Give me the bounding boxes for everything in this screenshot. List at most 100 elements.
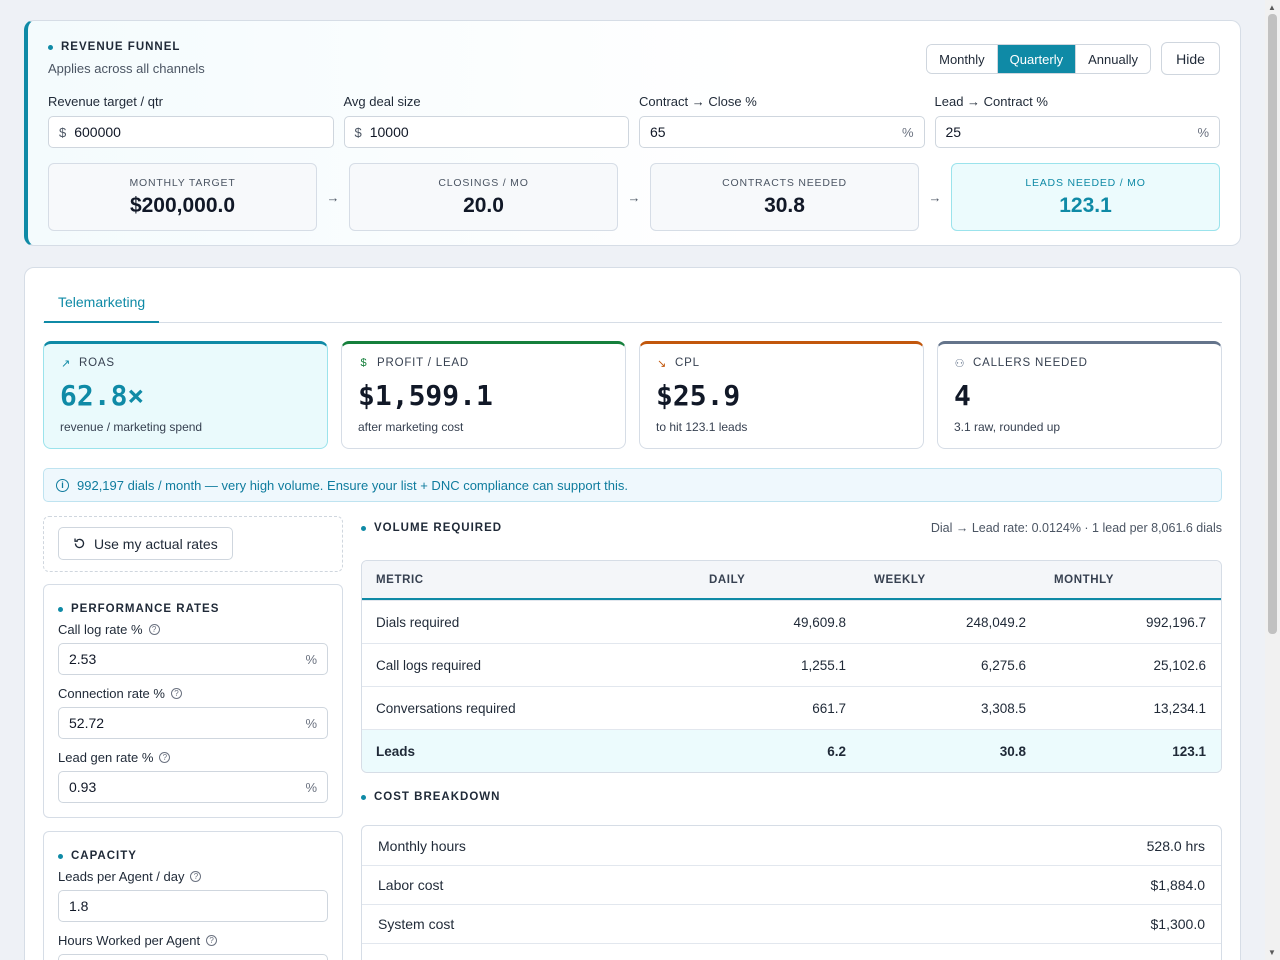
- lead-contract-group: Lead → Contract % 25 %: [934, 94, 1220, 148]
- volume-title: VOLUME REQUIRED: [361, 522, 502, 534]
- kpi-callers-value: 4: [954, 379, 971, 412]
- monthly-target-value: $200,000.0: [129, 193, 236, 217]
- scroll-down-arrow-icon[interactable]: ▼: [1268, 948, 1276, 957]
- connection-rate-input[interactable]: 52.72%: [58, 707, 328, 739]
- users-icon: ⚇: [954, 357, 966, 370]
- table-row: Call logs required 1,255.1 6,275.6 25,10…: [362, 643, 1221, 686]
- lead-contract-value: 25: [945, 124, 962, 140]
- volume-alert: i 992,197 dials / month — very high volu…: [43, 468, 1222, 502]
- tab-telemarketing[interactable]: Telemarketing: [44, 294, 160, 323]
- bullet-dot: [58, 853, 63, 859]
- kpi-row: ↗ ROAS 62.8× revenue / marketing spend $ P…: [43, 341, 1222, 449]
- lead-gen-rate-input[interactable]: 0.93%: [58, 771, 328, 803]
- help-icon[interactable]: ?: [170, 688, 182, 699]
- bullet-dot: [361, 525, 366, 531]
- avg-deal-size-value: 10000: [369, 124, 409, 140]
- page: REVENUE FUNNEL Applies across all channe…: [24, 20, 1241, 960]
- call-log-rate-input[interactable]: 2.53%: [58, 643, 328, 675]
- period-annually-button[interactable]: Annually: [1075, 45, 1150, 73]
- leads-needed-value: 123.1: [1059, 193, 1112, 217]
- revenue-target-value: 600000: [74, 124, 121, 140]
- cost-row: Monthly hours 528.0 hrs: [378, 837, 1205, 854]
- volume-header: VOLUME REQUIRED Dial → Lead rate: 0.0124…: [361, 516, 1222, 540]
- volume-table: METRIC DAILY WEEKLY MONTHLY Dials requir…: [361, 560, 1222, 773]
- lead-gen-rate-field: Lead gen rate %? 0.93%: [58, 750, 328, 803]
- lower-section: Use my actual rates PERFORMANCE RATES Ca…: [43, 516, 1222, 960]
- scrollbar-thumb[interactable]: [1268, 14, 1277, 634]
- help-icon[interactable]: ?: [206, 935, 218, 946]
- contracts-needed-box: CONTRACTS NEEDED 30.8: [650, 163, 919, 231]
- arrow-right-icon: →: [928, 189, 942, 205]
- revenue-target-label: Revenue target / qtr: [48, 94, 163, 109]
- kpi-cpl-card: ↘ CPL $25.9 to hit 123.1 leads: [639, 341, 924, 449]
- funnel-inputs: Revenue target / qtr $ 600000 Avg deal s…: [48, 94, 1220, 148]
- kpi-roas-value: 62.8×: [60, 379, 145, 412]
- channel-card: Telemarketing ↗ ROAS 62.8× revenue / mark…: [24, 267, 1241, 960]
- connection-rate-field: Connection rate %? 52.72%: [58, 686, 328, 739]
- revenue-target-group: Revenue target / qtr $ 600000: [48, 94, 334, 148]
- hours-per-agent-input[interactable]: [58, 954, 328, 960]
- avg-deal-size-label: Avg deal size: [343, 94, 421, 109]
- performance-rates-title: PERFORMANCE RATES: [58, 603, 328, 615]
- cost-table: Monthly hours 528.0 hrs Labor cost $1,88…: [361, 825, 1222, 960]
- currency-prefix: $: [354, 124, 362, 140]
- vertical-scrollbar[interactable]: ▲ ▼: [1265, 0, 1280, 960]
- help-icon[interactable]: ?: [159, 752, 171, 763]
- kpi-roas-sub: revenue / marketing spend: [60, 420, 203, 434]
- lead-contract-input[interactable]: 25 %: [934, 116, 1220, 148]
- arrow-right-icon: →: [627, 189, 641, 205]
- funnel-title: REVENUE FUNNEL: [48, 41, 1220, 53]
- contract-close-input[interactable]: 65 %: [639, 116, 925, 148]
- cost-row: System cost $1,300.0: [362, 904, 1221, 943]
- bullet-dot: [58, 606, 63, 612]
- trend-up-icon: ↗: [60, 357, 72, 370]
- settings-column: Use my actual rates PERFORMANCE RATES Ca…: [43, 516, 343, 960]
- help-icon[interactable]: ?: [148, 624, 160, 635]
- help-icon[interactable]: ?: [190, 871, 202, 882]
- kpi-callers-sub: 3.1 raw, rounded up: [954, 420, 1061, 434]
- leads-per-agent-field: Leads per Agent / day? 1.8: [58, 869, 328, 922]
- hide-button[interactable]: Hide: [1161, 42, 1220, 75]
- bullet-dot: [48, 44, 53, 50]
- leads-needed-box: LEADS NEEDED / MO 123.1: [951, 163, 1220, 231]
- performance-rates-panel: PERFORMANCE RATES Call log rate %? 2.53%…: [43, 584, 343, 818]
- call-log-rate-field: Call log rate %? 2.53%: [58, 622, 328, 675]
- hours-per-agent-field: Hours Worked per Agent?: [58, 933, 328, 960]
- results-column: VOLUME REQUIRED Dial → Lead rate: 0.0124…: [361, 516, 1222, 960]
- kpi-cpl-sub: to hit 123.1 leads: [656, 420, 748, 434]
- dollar-icon: $: [360, 357, 368, 369]
- funnel-targets: MONTHLY TARGET $200,000.0 → CLOSINGS / M…: [48, 163, 1220, 231]
- capacity-panel: CAPACITY Leads per Agent / day? 1.8 Hour…: [43, 831, 343, 960]
- period-monthly-button[interactable]: Monthly: [927, 45, 997, 73]
- capacity-title: CAPACITY: [58, 850, 328, 862]
- dial-lead-rate: Dial → Lead rate: 0.0124% · 1 lead per 8…: [930, 521, 1222, 535]
- arrow-right-icon: →: [326, 189, 340, 205]
- contracts-needed-value: 30.8: [764, 193, 805, 217]
- kpi-callers-card: ⚇ CALLERS NEEDED 4 3.1 raw, rounded up: [937, 341, 1222, 449]
- alert-text: 992,197 dials / month — very high volume…: [77, 477, 628, 493]
- kpi-profit-card: $ PROFIT / LEAD $1,599.1 after marketing …: [341, 341, 626, 449]
- table-row-leads: Leads 6.2 30.8 123.1: [362, 729, 1221, 772]
- avg-deal-size-group: Avg deal size $ 10000: [343, 94, 629, 148]
- lead-contract-label: Lead → Contract %: [934, 94, 1048, 109]
- cost-row: Labor cost $1,884.0: [362, 865, 1221, 904]
- contract-close-group: Contract → Close % 65 %: [639, 94, 925, 148]
- revenue-target-input[interactable]: $ 600000: [48, 116, 334, 148]
- reset-icon: [74, 538, 85, 549]
- contract-close-value: 65: [650, 124, 666, 140]
- leads-per-agent-input[interactable]: 1.8: [58, 890, 328, 922]
- cost-row: [362, 943, 1221, 960]
- scroll-up-arrow-icon[interactable]: ▲: [1268, 3, 1276, 12]
- avg-deal-size-input[interactable]: $ 10000: [343, 116, 629, 148]
- actual-rates-box: Use my actual rates: [43, 516, 343, 572]
- percent-suffix: %: [901, 124, 914, 140]
- percent-suffix: %: [1197, 124, 1209, 140]
- closings-box: CLOSINGS / MO 20.0: [349, 163, 618, 231]
- trend-down-icon: ↘: [656, 357, 668, 370]
- table-header: METRIC DAILY WEEKLY MONTHLY: [362, 561, 1221, 600]
- period-quarterly-button[interactable]: Quarterly: [996, 45, 1076, 73]
- contract-close-label: Contract → Close %: [639, 94, 757, 109]
- bullet-dot: [361, 794, 366, 800]
- use-actual-rates-button[interactable]: Use my actual rates: [58, 527, 233, 560]
- kpi-cpl-value: $25.9: [656, 379, 741, 412]
